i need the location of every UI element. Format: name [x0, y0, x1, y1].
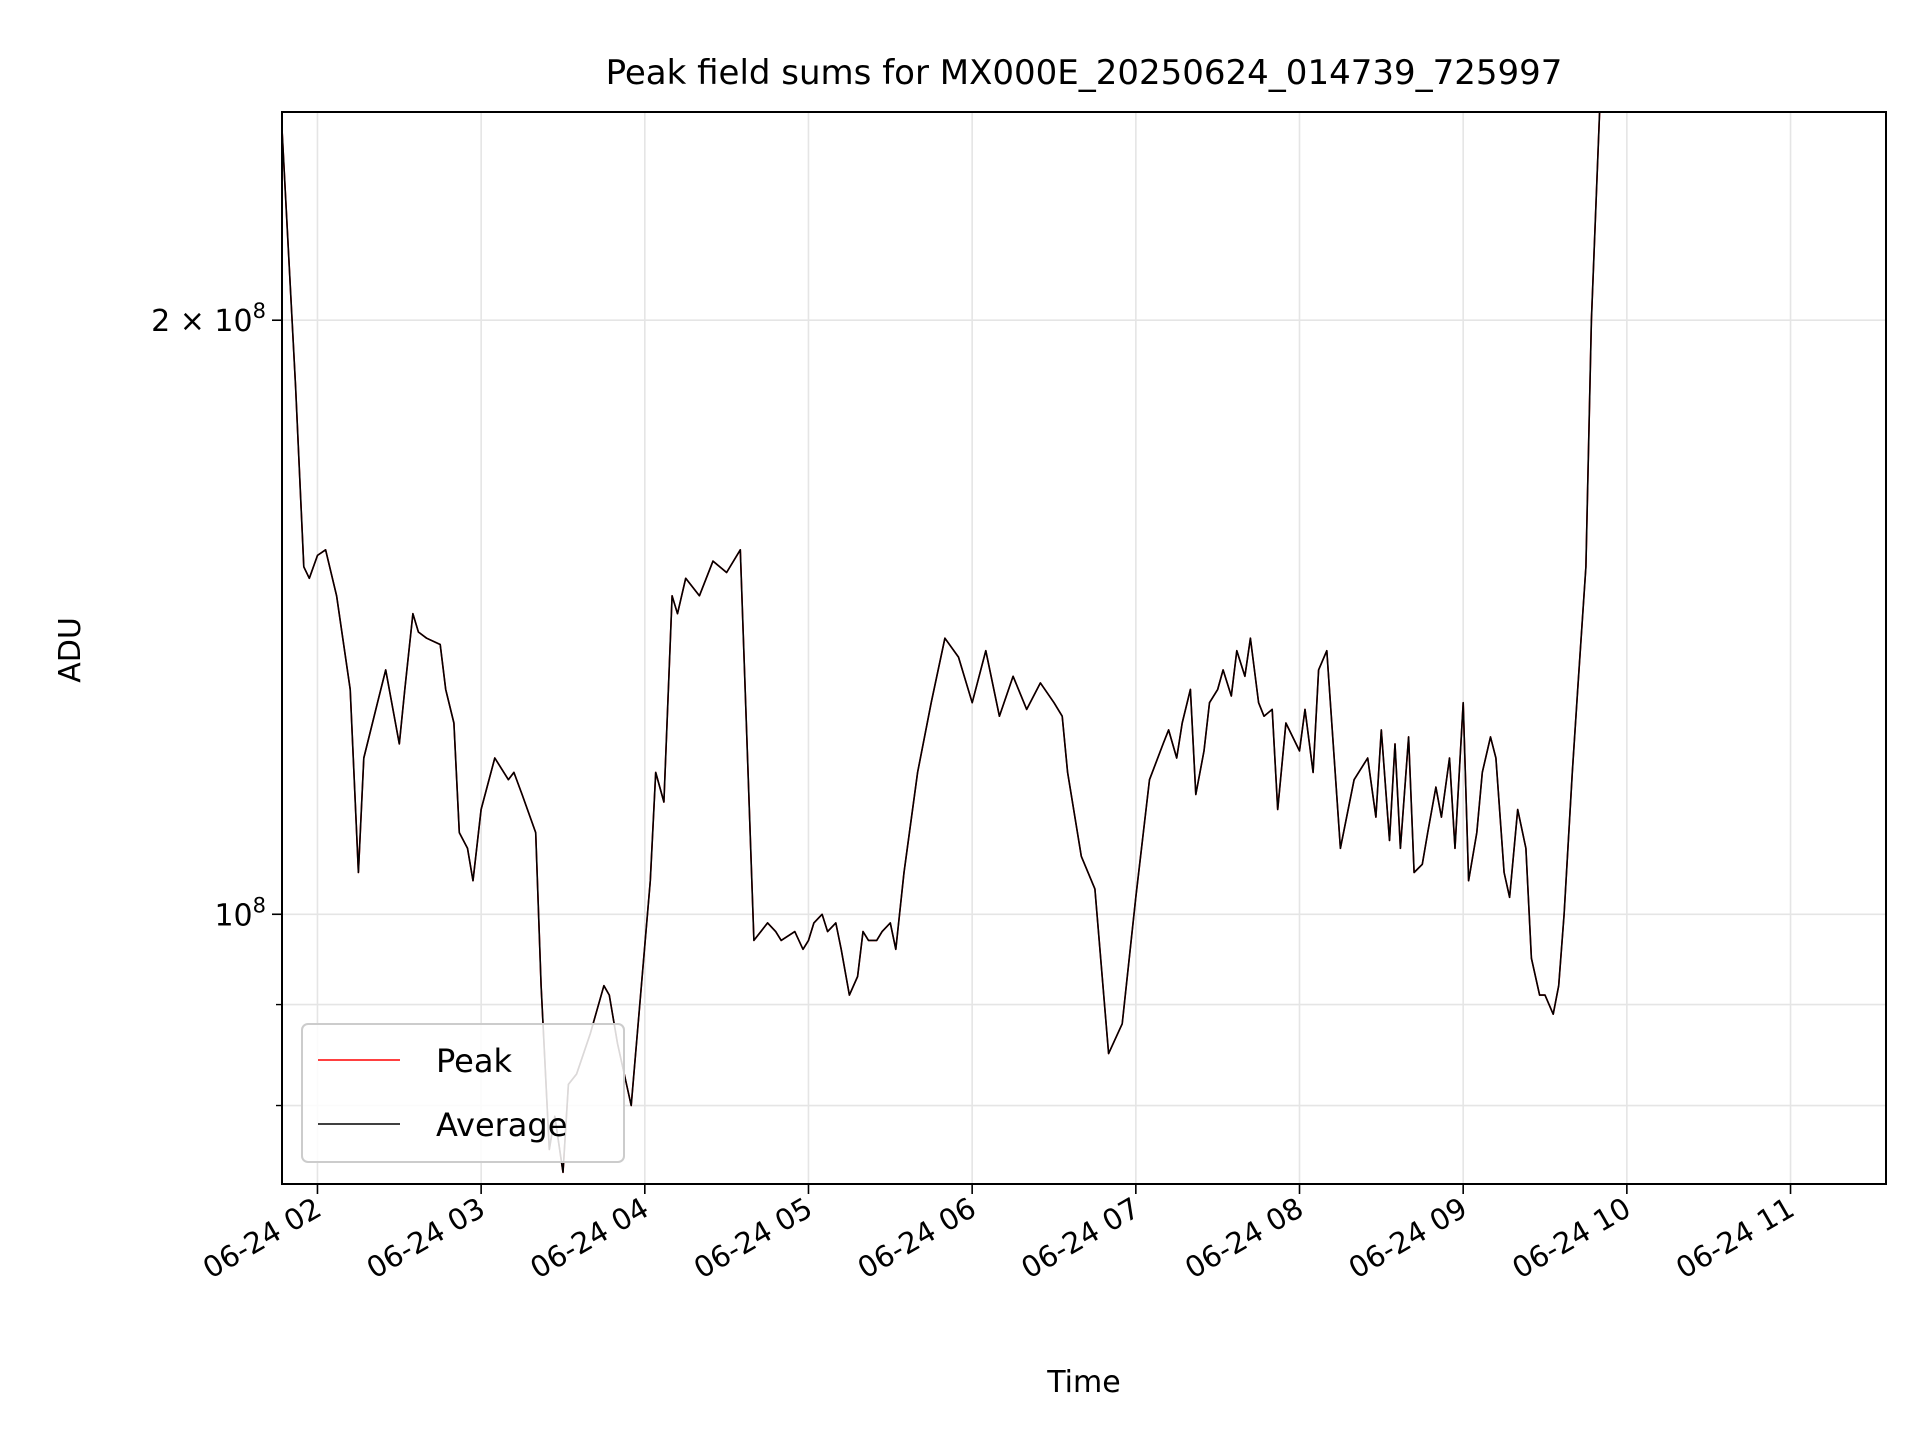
- x-tick-label: 06-24 09: [1343, 1191, 1473, 1286]
- x-tick-label: 06-24 06: [852, 1191, 982, 1286]
- x-axis-label: Time: [1046, 1365, 1120, 1400]
- grid: [282, 112, 1886, 1184]
- y-tick-label: 2 × 108: [151, 299, 266, 339]
- series-line-average: [282, 112, 1873, 1174]
- x-tick-label: 06-24 04: [524, 1191, 654, 1286]
- series-line-peak: [282, 112, 1873, 1174]
- legend: Peak Average: [301, 1023, 625, 1163]
- legend-average-label: Average: [436, 1106, 567, 1144]
- y-tick-label: 108: [214, 893, 266, 933]
- legend-box: [301, 1023, 625, 1163]
- x-tick-label: 06-24 11: [1670, 1191, 1800, 1286]
- x-tick-label: 06-24 02: [197, 1191, 327, 1286]
- x-tick-label: 06-24 10: [1506, 1191, 1636, 1286]
- plot-frame: [281, 111, 1887, 1185]
- x-tick-label: 06-24 08: [1179, 1191, 1309, 1286]
- legend-peak-label: Peak: [436, 1042, 512, 1080]
- series-lines: [282, 112, 1873, 1174]
- x-tick-label: 06-24 05: [688, 1191, 818, 1286]
- chart-title: Peak field sums for MX000E_20250624_0147…: [606, 53, 1563, 93]
- x-tick-label: 06-24 07: [1015, 1191, 1145, 1286]
- y-axis-label: ADU: [53, 617, 88, 683]
- x-tick-label: 06-24 03: [361, 1191, 491, 1286]
